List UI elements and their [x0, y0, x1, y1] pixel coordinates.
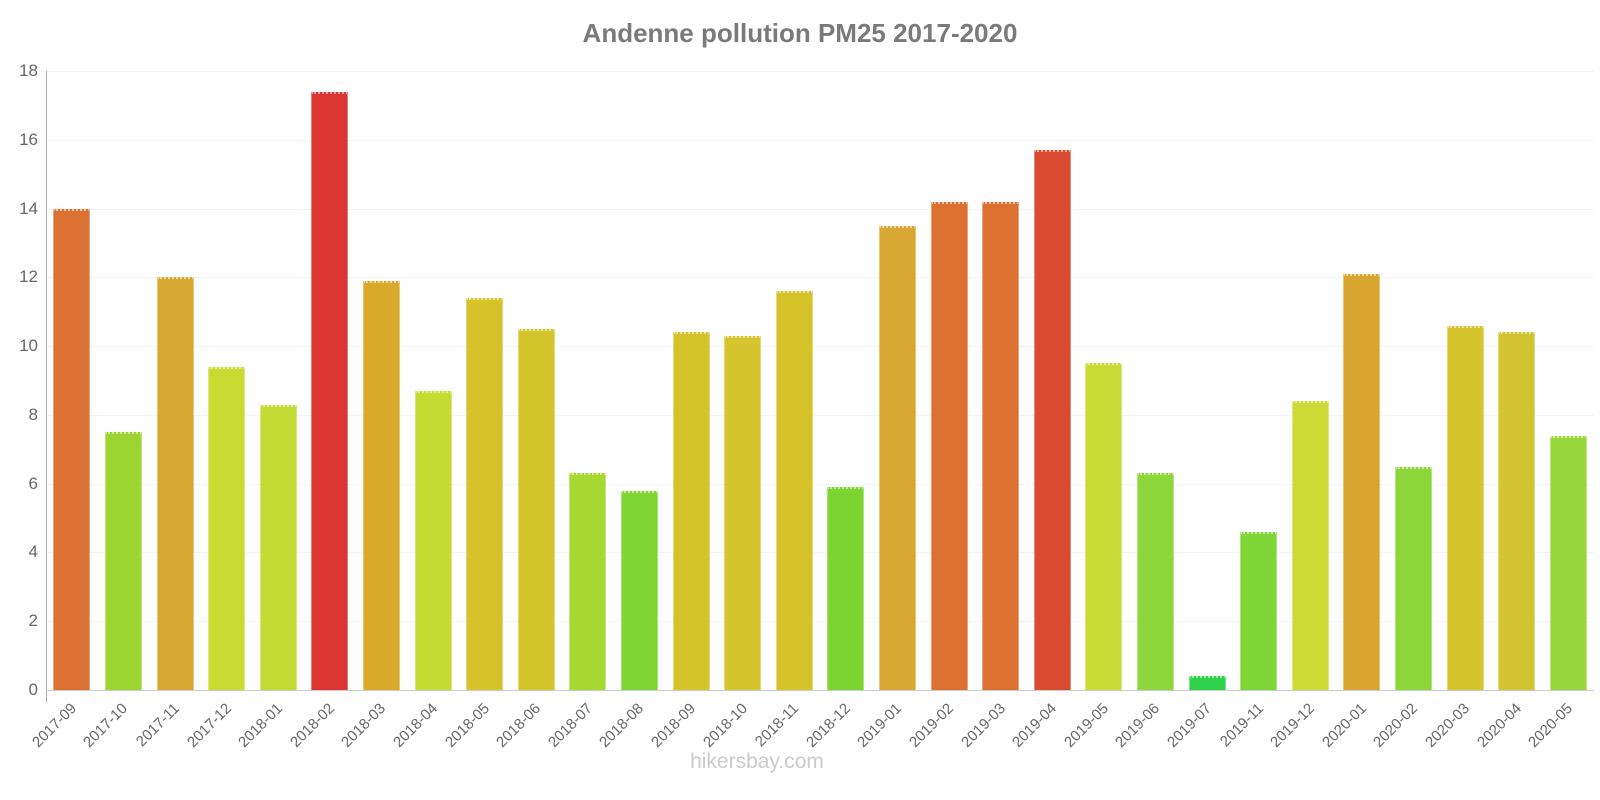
bar-2020-05[interactable]	[1549, 435, 1587, 690]
y-tick-label: 2	[28, 611, 38, 631]
bar-2019-05[interactable]	[1085, 363, 1123, 690]
gridline	[46, 208, 1594, 210]
bar-2019-04[interactable]	[1033, 150, 1071, 690]
bar-2018-03[interactable]	[362, 280, 400, 690]
bar-2017-12[interactable]	[208, 366, 246, 690]
bar-2018-06[interactable]	[517, 328, 555, 690]
bar-2020-04[interactable]	[1498, 332, 1536, 690]
bar-2019-02[interactable]	[930, 201, 968, 690]
gridline	[46, 346, 1594, 348]
y-tick-label: 18	[19, 61, 38, 80]
bar-2018-11[interactable]	[775, 291, 813, 690]
bar-2020-01[interactable]	[1343, 273, 1381, 690]
bar-2018-09[interactable]	[672, 332, 710, 690]
gridline	[46, 71, 1594, 72]
y-tick-label: 16	[19, 129, 38, 149]
bar-2018-04[interactable]	[414, 390, 452, 690]
y-tick-label: 14	[19, 198, 38, 218]
bar-2020-03[interactable]	[1446, 325, 1484, 690]
bar-2017-11[interactable]	[156, 277, 194, 690]
bar-2018-10[interactable]	[724, 335, 762, 690]
bar-2019-03[interactable]	[982, 201, 1020, 690]
y-tick-label: 8	[28, 404, 38, 424]
gridline	[46, 621, 1594, 623]
bar-2018-07[interactable]	[569, 473, 607, 690]
y-tick-label: 10	[19, 336, 38, 356]
bar-2017-10[interactable]	[104, 432, 142, 690]
bar-2019-11[interactable]	[1240, 531, 1278, 690]
bar-2019-07[interactable]	[1188, 676, 1226, 690]
y-tick-label: 6	[28, 473, 38, 493]
bar-2018-08[interactable]	[620, 490, 658, 690]
gridline	[46, 414, 1594, 416]
x-axis-line	[46, 690, 1594, 691]
bar-2018-12[interactable]	[827, 487, 865, 690]
gridline	[46, 483, 1594, 485]
bar-2019-06[interactable]	[1136, 473, 1174, 690]
bar-2019-12[interactable]	[1291, 401, 1329, 690]
y-tick-label: 0	[28, 680, 38, 699]
bar-2020-02[interactable]	[1394, 466, 1432, 690]
gridline	[46, 139, 1594, 141]
y-tick-label: 4	[28, 542, 38, 562]
y-tick-label: 12	[19, 267, 38, 287]
bar-2018-02[interactable]	[311, 91, 349, 690]
chart-title: Andenne pollution PM25 2017-2020	[582, 18, 1018, 48]
watermark: hikersbay.com	[690, 750, 824, 773]
gridline	[46, 277, 1594, 279]
bar-2018-05[interactable]	[466, 298, 504, 690]
bar-2018-01[interactable]	[259, 404, 297, 690]
gridline	[46, 552, 1594, 554]
bar-2019-01[interactable]	[878, 225, 916, 690]
y-axis-line	[46, 71, 47, 702]
bar-2017-09[interactable]	[53, 208, 91, 690]
